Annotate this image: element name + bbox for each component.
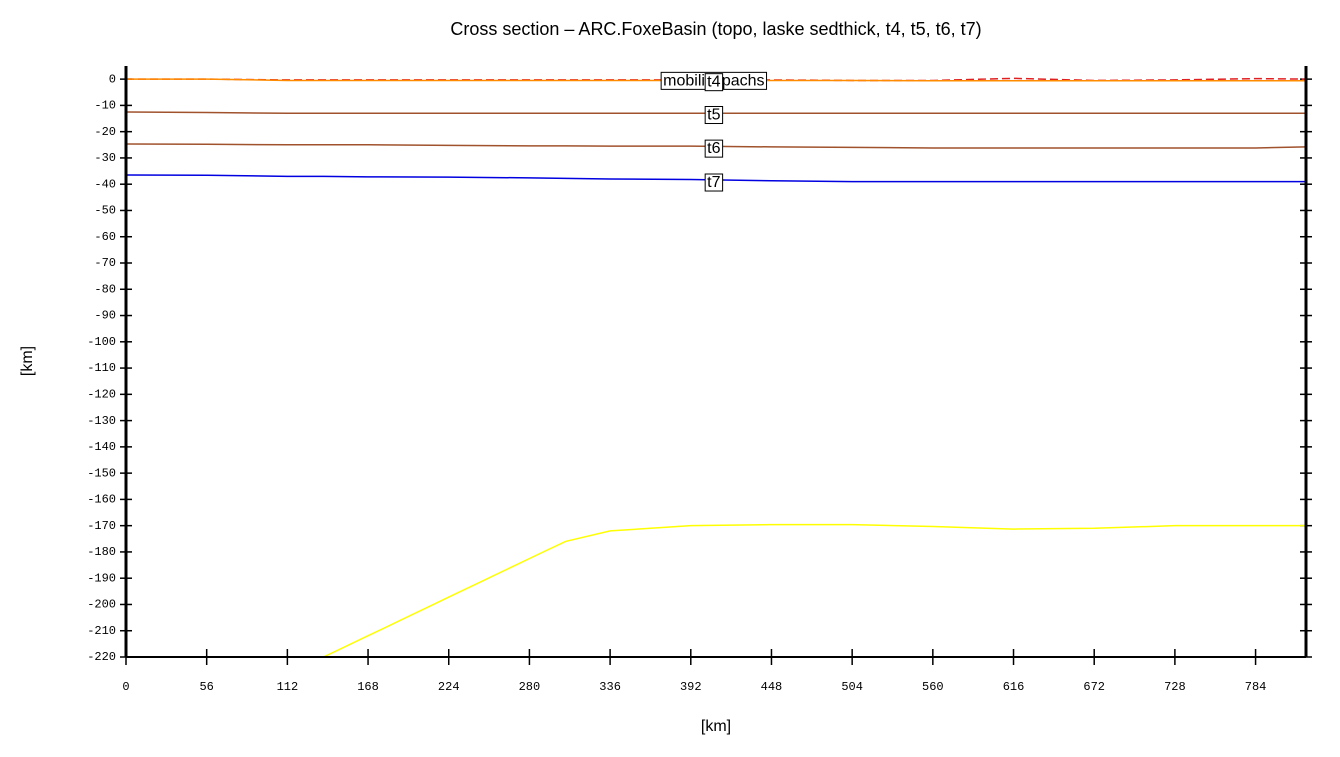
y-tick-label: -20: [94, 125, 116, 139]
x-tick-label: 336: [599, 680, 621, 694]
y-tick-label: -170: [87, 519, 116, 533]
y-tick-label: -120: [87, 388, 116, 402]
chart-title: Cross section – ARC.FoxeBasin (topo, las…: [450, 19, 981, 39]
label-box: [704, 139, 724, 158]
label-box: [704, 73, 724, 92]
x-tick-label: 728: [1164, 680, 1186, 694]
x-axis-label: [km]: [701, 718, 731, 735]
x-tick-label: 784: [1245, 680, 1267, 694]
x-tick-label: 112: [277, 680, 299, 694]
x-tick-label: 560: [922, 680, 944, 694]
x-tick-label: 280: [519, 680, 541, 694]
y-tick-label: -180: [87, 545, 116, 559]
y-tick-label: -200: [87, 598, 116, 612]
label-box: [704, 105, 724, 125]
y-tick-label: -60: [94, 230, 116, 244]
y-tick-label: -220: [87, 650, 116, 664]
line-label: t7: [707, 174, 720, 191]
x-tick-label: 224: [438, 680, 460, 694]
x-tick-label: 672: [1083, 680, 1105, 694]
series-line: [126, 111, 1306, 115]
y-tick-label: -10: [94, 99, 116, 113]
y-tick-label: -150: [87, 466, 116, 480]
x-tick-label: 448: [761, 680, 783, 694]
y-tick-label: -100: [87, 335, 116, 349]
y-tick-label: -40: [94, 177, 116, 191]
x-tick-label: 56: [199, 680, 213, 694]
y-tick-label: -110: [87, 361, 116, 375]
x-tick-label: 504: [841, 680, 863, 694]
x-tick-label: 0: [122, 680, 129, 694]
x-tick-label: 616: [1003, 680, 1025, 694]
y-tick-label: -30: [94, 151, 116, 165]
y-tick-label: -210: [87, 624, 116, 638]
x-tick-label: 168: [357, 680, 379, 694]
y-tick-label: -90: [94, 309, 116, 323]
y-tick-label: -160: [87, 493, 116, 507]
series-line: [126, 174, 1306, 183]
series-line: [126, 143, 1306, 149]
line-label: t6: [707, 140, 720, 157]
y-tick-label: -140: [87, 440, 116, 454]
y-tick-label: -50: [94, 204, 116, 218]
x-tick-label: 392: [680, 680, 702, 694]
series-line: [126, 78, 1306, 82]
y-tick-label: -80: [94, 282, 116, 296]
y-tick-label: -70: [94, 256, 116, 270]
y-tick-label: -190: [87, 571, 116, 585]
line-label: t4: [707, 74, 720, 91]
y-axis-label: [km]: [19, 346, 36, 376]
label-box: [704, 173, 724, 192]
series-line: [323, 523, 1306, 657]
line-label: t5: [707, 106, 720, 123]
y-tick-label: -130: [87, 414, 116, 428]
y-tick-label: 0: [109, 72, 116, 86]
